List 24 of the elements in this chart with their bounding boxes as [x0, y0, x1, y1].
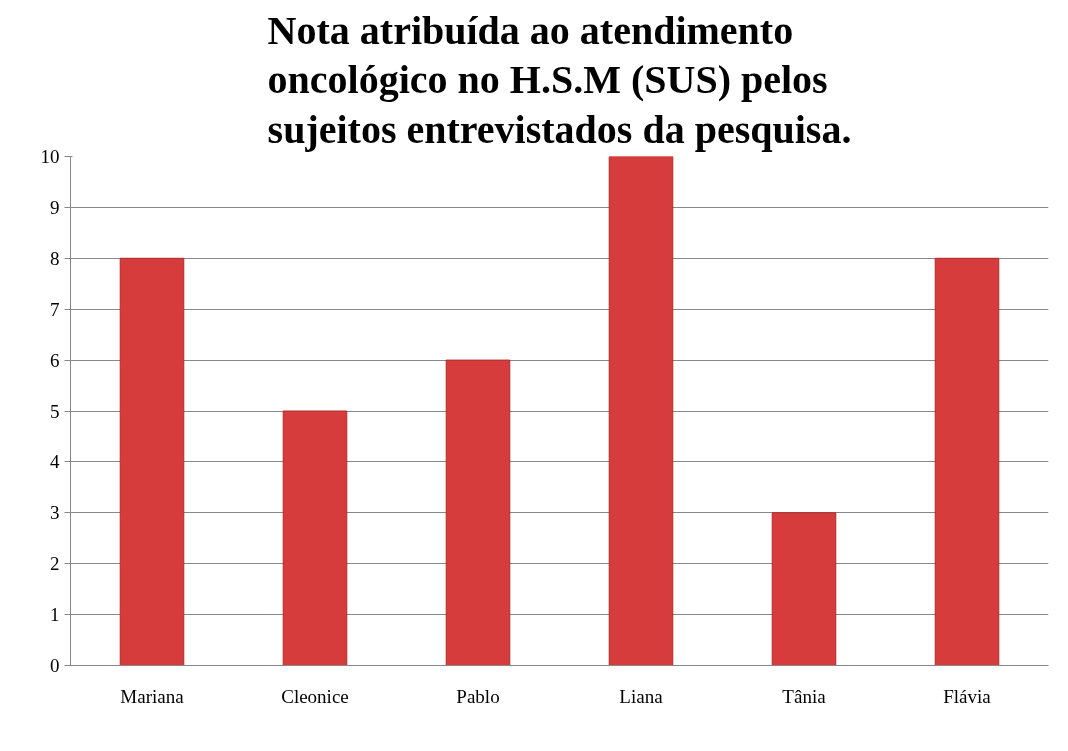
y-tick-label: 0 — [50, 655, 60, 676]
bar — [282, 410, 348, 666]
bar — [445, 359, 511, 666]
x-tick-label: Tânia — [782, 685, 827, 707]
y-tick-label: 2 — [50, 553, 60, 575]
chart-title: Nota atribuída ao atendimento oncológico no H.S.M (SUS) pelos sujeitos entrevistados da pesquisa. — [267, 7, 852, 152]
y-tick-label: 7 — [50, 298, 60, 320]
y-tick-label: 8 — [50, 247, 60, 269]
y-tick-label: 6 — [50, 349, 60, 371]
x-tick-label: Cleonice — [281, 685, 349, 707]
x-tick-label: Mariana — [120, 685, 185, 707]
y-tick-label: 9 — [50, 196, 60, 218]
y-tick-label: 10 — [40, 146, 60, 167]
y-tick-label: 5 — [50, 400, 60, 422]
y-tick-label: 1 — [50, 604, 60, 626]
y-tick-label: 3 — [50, 502, 60, 524]
y-tick-label: 4 — [50, 451, 60, 473]
x-tick-label: Liana — [619, 685, 664, 707]
bar — [119, 257, 185, 666]
bar — [771, 512, 837, 666]
x-tick-label: Pablo — [456, 685, 500, 707]
bar — [934, 257, 1000, 666]
bar — [608, 156, 674, 666]
x-tick-label: Flávia — [943, 685, 992, 707]
